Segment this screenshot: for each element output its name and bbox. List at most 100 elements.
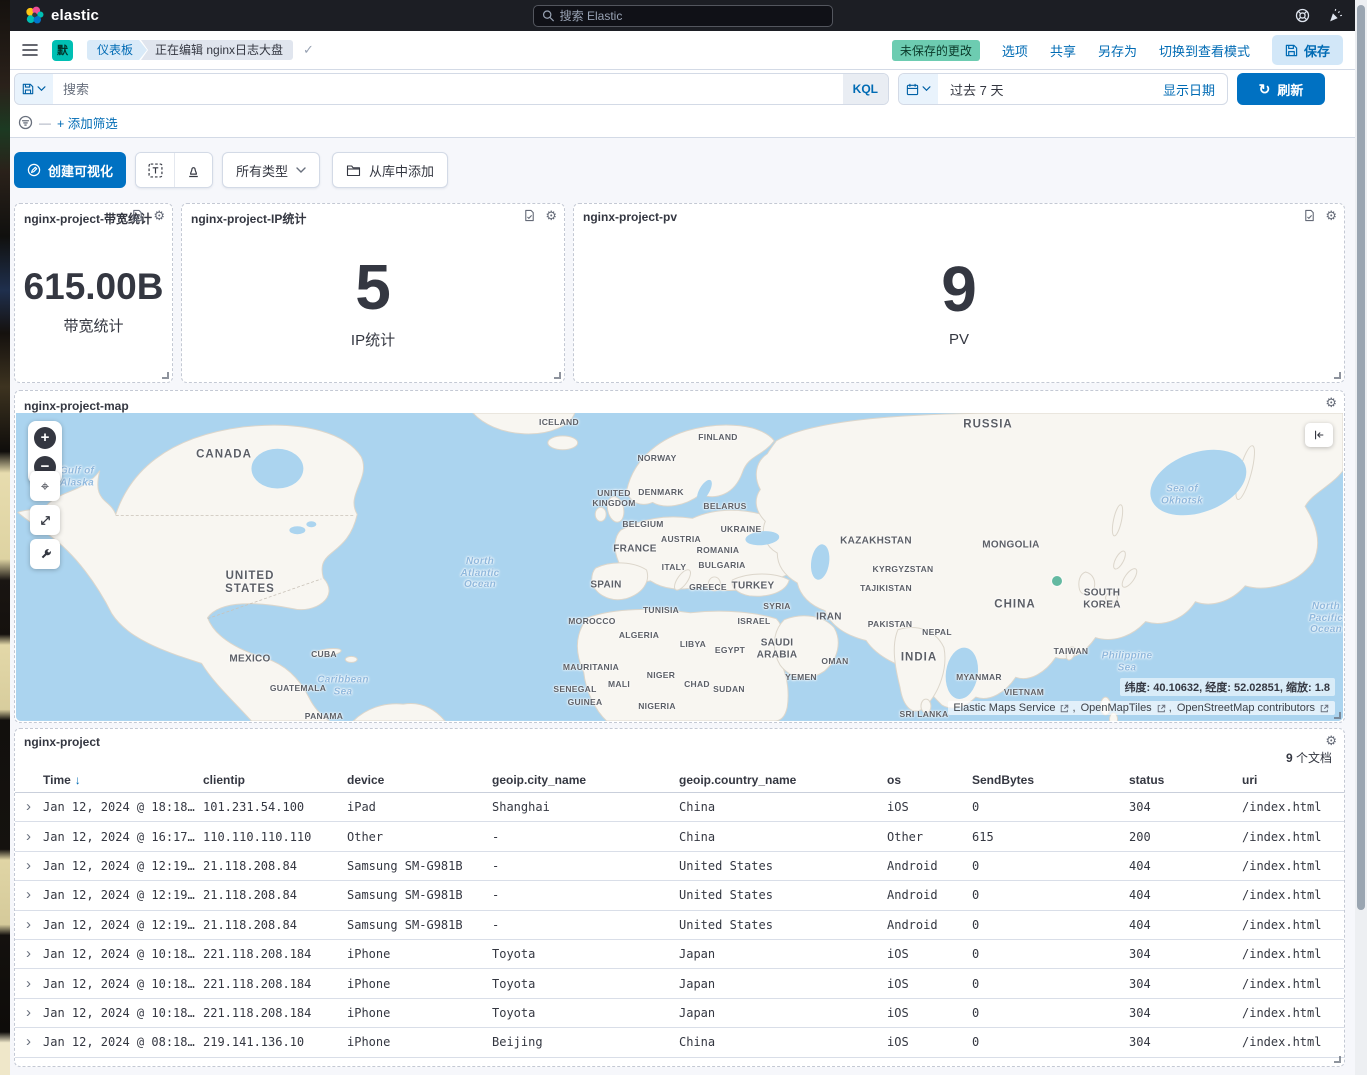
date-picker-menu-button[interactable] (899, 74, 938, 104)
table-cell: /index.html (1242, 977, 1344, 991)
fit-to-data-button[interactable] (30, 505, 60, 535)
table-cell: Beijing (492, 1035, 679, 1049)
filter-icon[interactable] (18, 115, 33, 130)
table-cell: /index.html (1242, 947, 1344, 961)
table-cell: 21.118.208.84 (203, 859, 347, 873)
expand-row-icon[interactable]: › (15, 888, 43, 902)
table-row: ›Jan 12, 2024 @ 10:18:52.000221.118.208.… (15, 940, 1344, 969)
table-cell: 0 (972, 947, 1129, 961)
space-avatar[interactable]: 默 (52, 40, 73, 61)
column-header-geoip.country_name[interactable]: geoip.country_name (679, 773, 887, 787)
all-types-dropdown[interactable]: 所有类型 (222, 152, 320, 188)
dashboard-viewport: 创建可视化 所有类型 (10, 138, 1355, 1075)
table-cell: Samsung SM-G981B (347, 918, 492, 932)
help-icon[interactable] (1295, 8, 1310, 23)
map-canvas[interactable]: ICELANDCANADANORWAYFINLANDRUSSIASea of O… (16, 413, 1343, 721)
query-language-button[interactable]: KQL (843, 74, 888, 104)
table-cell: /index.html (1242, 800, 1344, 814)
column-header-status[interactable]: status (1129, 773, 1242, 787)
menu-icon[interactable] (22, 43, 38, 57)
table-cell: 0 (972, 859, 1129, 873)
table-cell: 221.118.208.184 (203, 977, 347, 991)
table-row: ›Jan 12, 2024 @ 16:17:43.000110.110.110.… (15, 822, 1344, 851)
table-cell: iOS (887, 947, 972, 961)
column-header-device[interactable]: device (347, 773, 492, 787)
table-cell: 304 (1129, 1035, 1242, 1049)
documents-table: Time↓clientipdevicegeoip.city_namegeoip.… (15, 767, 1344, 1058)
background-window-strip (0, 0, 10, 1075)
expand-row-icon[interactable]: › (15, 830, 43, 844)
column-header-geoip.city_name[interactable]: geoip.city_name (492, 773, 679, 787)
panel-title: nginx-project-map (24, 399, 129, 413)
switch-view-mode-button[interactable]: 切换到查看模式 (1159, 41, 1250, 60)
set-view-button[interactable]: ⌖ (30, 471, 60, 501)
attribution-link[interactable]: Elastic Maps Service (953, 702, 1055, 714)
attribution-link[interactable]: OpenMapTiles (1081, 702, 1152, 714)
share-button[interactable]: 共享 (1050, 41, 1076, 60)
table-cell: /index.html (1242, 888, 1344, 902)
table-cell: 0 (972, 800, 1129, 814)
add-from-library-button[interactable]: 从库中添加 (332, 152, 448, 188)
expand-row-icon[interactable]: › (15, 977, 43, 991)
resize-handle[interactable] (1334, 1056, 1341, 1063)
elastic-logo[interactable]: elastic (10, 6, 99, 25)
collapse-legend-button[interactable] (1305, 423, 1333, 447)
add-filter-button[interactable]: + 添加筛选 (57, 113, 118, 132)
attribution-link[interactable]: OpenStreetMap contributors (1177, 702, 1315, 714)
panel-title: nginx-project (24, 735, 100, 749)
tools-button[interactable] (30, 539, 60, 569)
column-header-Time[interactable]: Time↓ (43, 773, 203, 787)
column-header-SendBytes[interactable]: SendBytes (972, 773, 1129, 787)
table-cell: Android (887, 918, 972, 932)
table-cell: Toyota (492, 1006, 679, 1020)
table-cell: 304 (1129, 977, 1242, 991)
table-cell: iOS (887, 1006, 972, 1020)
column-header-clientip[interactable]: clientip (203, 773, 347, 787)
resize-handle[interactable] (554, 372, 561, 379)
resize-handle[interactable] (1334, 712, 1341, 719)
table-cell: Other (347, 830, 492, 844)
panel-settings-icon[interactable]: ⚙ (1325, 396, 1337, 409)
save-button[interactable]: 保存 (1272, 35, 1343, 65)
table-cell: /index.html (1242, 1006, 1344, 1020)
table-cell: iPhone (347, 1035, 492, 1049)
add-control-button[interactable] (174, 153, 212, 187)
search-icon (542, 9, 554, 22)
metric-label: PV (949, 331, 969, 348)
breadcrumb-dashboards[interactable]: 仪表板 (87, 40, 147, 60)
global-search[interactable] (533, 5, 833, 27)
geo-point-marker[interactable] (1052, 576, 1062, 586)
browser-scrollbar[interactable] (1355, 0, 1367, 1075)
expand-row-icon[interactable]: › (15, 859, 43, 873)
expand-row-icon[interactable]: › (15, 1035, 43, 1049)
table-cell: - (492, 859, 679, 873)
resize-handle[interactable] (162, 372, 169, 379)
saved-query-menu-button[interactable] (15, 74, 53, 104)
create-visualization-button[interactable]: 创建可视化 (14, 152, 126, 188)
sort-desc-icon[interactable]: ↓ (75, 773, 81, 787)
resize-handle[interactable] (1334, 372, 1341, 379)
zoom-in-button[interactable]: + (34, 427, 56, 449)
panel-ip-count: nginx-project-IP统计 ⚙ 5 IP统计 (181, 203, 565, 383)
expand-row-icon[interactable]: › (15, 947, 43, 961)
saved-query-icon (22, 83, 34, 95)
panel-settings-icon[interactable]: ⚙ (1325, 734, 1337, 747)
add-text-button[interactable] (136, 153, 174, 187)
expand-row-icon[interactable]: › (15, 918, 43, 932)
newsfeed-icon[interactable] (1328, 8, 1343, 23)
expand-row-icon[interactable]: › (15, 1006, 43, 1020)
column-header-os[interactable]: os (887, 773, 972, 787)
query-input[interactable] (53, 74, 843, 104)
save-as-button[interactable]: 另存为 (1098, 41, 1137, 60)
global-search-input[interactable] (560, 9, 824, 23)
expand-row-icon[interactable]: › (15, 800, 43, 814)
table-cell: iPhone (347, 947, 492, 961)
show-dates-button[interactable]: 显示日期 (1151, 74, 1227, 104)
table-cell: 221.118.208.184 (203, 1006, 347, 1020)
folder-icon (346, 164, 361, 177)
scrollbar-thumb[interactable] (1357, 5, 1365, 910)
time-range-value[interactable]: 过去 7 天 (938, 74, 1151, 104)
refresh-button[interactable]: ↻ 刷新 (1237, 73, 1325, 105)
column-header-uri[interactable]: uri (1242, 773, 1344, 787)
options-button[interactable]: 选项 (1002, 41, 1028, 60)
